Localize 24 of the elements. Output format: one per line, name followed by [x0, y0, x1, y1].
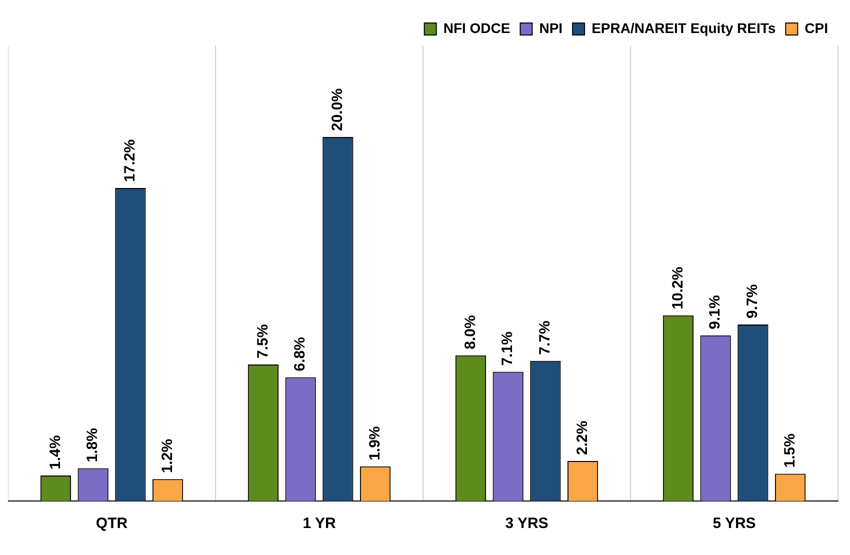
x-tick-label: 5 YRS	[712, 515, 756, 532]
data-label: 8.0%	[462, 315, 479, 350]
legend-label: EPRA/NAREIT Equity REITs	[592, 20, 776, 36]
x-tick-label: QTR	[96, 515, 128, 532]
data-label: 1.9%	[366, 426, 384, 460]
data-label: 9.7%	[744, 284, 762, 318]
data-label: 7.1%	[499, 332, 516, 366]
data-label: 20.0%	[329, 88, 346, 131]
data-label: 6.8%	[292, 337, 309, 372]
data-label: 17.2%	[122, 139, 139, 182]
data-label: 1.2%	[158, 438, 176, 474]
data-label: 1.5%	[781, 433, 798, 468]
legend-label: CPI	[804, 20, 828, 36]
data-label: 7.5%	[254, 324, 272, 358]
data-label: 10.2%	[669, 266, 686, 310]
x-tick-label: 3 YRS	[505, 515, 548, 532]
data-label: 9.1%	[706, 295, 724, 330]
legend-label: NFI ODCE	[443, 20, 510, 36]
data-label: 2.2%	[574, 420, 591, 455]
data-label: 1.4%	[46, 435, 64, 470]
data-label: 7.7%	[536, 320, 554, 355]
data-label: 1.8%	[84, 428, 102, 462]
legend-label: NPI	[539, 20, 563, 36]
x-tick-label: 1 YR	[302, 515, 336, 532]
